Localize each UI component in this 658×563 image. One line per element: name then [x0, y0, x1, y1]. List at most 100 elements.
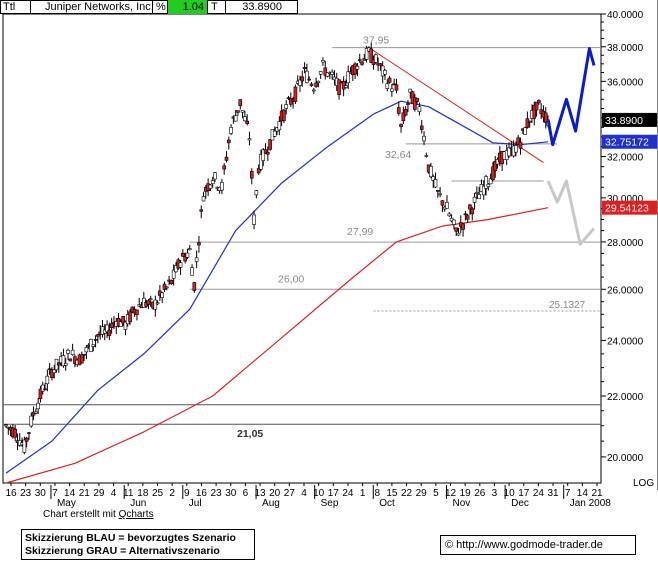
- candle-body: [256, 168, 261, 174]
- candle-body: [38, 388, 43, 400]
- x-day-label: 19: [460, 488, 472, 499]
- x-day-label: 16: [196, 488, 208, 499]
- x-day-label: 30: [35, 488, 47, 499]
- candle-body: [247, 138, 252, 141]
- x-day-label: 5: [433, 488, 439, 499]
- scenario-blue-path: [546, 47, 596, 147]
- candle-body: [422, 135, 426, 142]
- header-last-value: 33.8900: [242, 1, 282, 13]
- axes: 20.0000 22.0000 24.0000 26.0000 28.0000 30.00…: [5, 10, 654, 509]
- candle-body: [66, 349, 70, 354]
- y-tick-label: 28.0000: [607, 238, 644, 249]
- candle-body: [107, 329, 112, 337]
- candle-body: [378, 63, 383, 66]
- candle-body: [197, 242, 201, 246]
- candle-body: [534, 101, 539, 111]
- candle-body: [128, 311, 132, 323]
- candle-body: [121, 316, 125, 324]
- x-day-label: 15: [386, 488, 398, 499]
- x-day-label: 29: [93, 488, 105, 499]
- x-month-label: Nov: [453, 498, 471, 509]
- header-symbol: Ttl: [3, 1, 16, 13]
- candle-body: [447, 213, 452, 217]
- x-day-label: 18: [137, 488, 149, 499]
- y-tick-label: 26.0000: [607, 285, 644, 296]
- candle-body: [401, 112, 406, 122]
- value-labels: 33.8900 32.75172 29.54123: [602, 112, 657, 215]
- candle-body: [259, 154, 263, 170]
- horizontal-levels: 37,95 32,64 27,99 26,00 21,05 25.1327: [3, 35, 601, 440]
- ma-blue-line: [5, 100, 549, 474]
- candle-body: [373, 54, 378, 63]
- plot-frame: [2, 13, 602, 484]
- candle-body: [357, 59, 362, 61]
- y-tick-label: 22.0000: [607, 392, 644, 403]
- y-tick-label: 24.0000: [607, 336, 644, 347]
- candle-body: [210, 180, 215, 185]
- trend-line: [368, 47, 544, 164]
- candle-body: [452, 219, 456, 225]
- header-name: Juniper Networks, Inc.: [45, 1, 154, 13]
- candle-body: [213, 172, 217, 180]
- candle-body: [454, 227, 458, 232]
- candle-body: [390, 88, 394, 92]
- candle-body: [415, 98, 419, 102]
- header-bar: [0, 0, 298, 14]
- header-symbol-box[interactable]: Ttl: [1, 0, 31, 14]
- x-day-label: 21: [79, 488, 91, 499]
- y-tick-label: 20.0000: [607, 453, 644, 464]
- candle-body: [543, 112, 548, 123]
- header-name-box: Juniper Networks, Inc.: [31, 0, 154, 14]
- candle-body: [220, 182, 224, 191]
- candle-body: [302, 67, 307, 70]
- candle-body: [263, 149, 268, 154]
- candle-body: [311, 89, 316, 92]
- candle-body: [436, 190, 440, 192]
- candle-body: [316, 80, 321, 83]
- candle-body: [532, 104, 537, 119]
- candle-body: [403, 109, 408, 116]
- candle-body: [484, 176, 488, 189]
- candle-body: [109, 323, 114, 328]
- candle-body: [491, 166, 495, 181]
- candle-body: [392, 83, 396, 86]
- candle-body: [146, 300, 151, 305]
- candle-body: [61, 355, 66, 367]
- qcharts-link[interactable]: Qcharts: [118, 509, 154, 520]
- candle-body: [406, 103, 410, 106]
- candle-body: [243, 116, 247, 122]
- website-link[interactable]: http://www.godmode-trader.de: [456, 539, 603, 551]
- y-tick-label: 38.0000: [607, 43, 644, 54]
- x-month-label: May: [57, 498, 76, 509]
- candle-body: [431, 176, 436, 181]
- candle-body: [40, 384, 45, 392]
- candle-body: [24, 437, 29, 442]
- x-day-label: 8: [374, 488, 380, 499]
- candle-body: [272, 130, 277, 137]
- candle-body: [413, 97, 417, 110]
- candle-body: [181, 252, 185, 257]
- x-day-label: 21: [591, 488, 603, 499]
- candle-body: [465, 215, 470, 220]
- x-day-label: 10: [504, 488, 516, 499]
- y-tick-label: 40.0000: [607, 10, 644, 21]
- candle-body: [91, 344, 96, 347]
- x-day-label: 12: [445, 488, 457, 499]
- x-day-label: 3: [492, 488, 498, 499]
- candle-body: [293, 86, 298, 102]
- candle-body: [22, 439, 27, 453]
- candle-body: [52, 369, 57, 373]
- x-day-label: 10: [313, 488, 325, 499]
- candle-body: [29, 415, 34, 427]
- current-price-tag-bg: [602, 112, 657, 127]
- candle-body: [249, 170, 254, 179]
- candle-body: [229, 127, 233, 134]
- candle-body: [475, 192, 479, 194]
- x-day-label: 26: [474, 488, 486, 499]
- candle-body: [470, 208, 475, 215]
- candle-body: [537, 100, 541, 104]
- candle-body: [424, 155, 429, 157]
- candle-body: [31, 411, 36, 416]
- moving-averages: [5, 47, 549, 484]
